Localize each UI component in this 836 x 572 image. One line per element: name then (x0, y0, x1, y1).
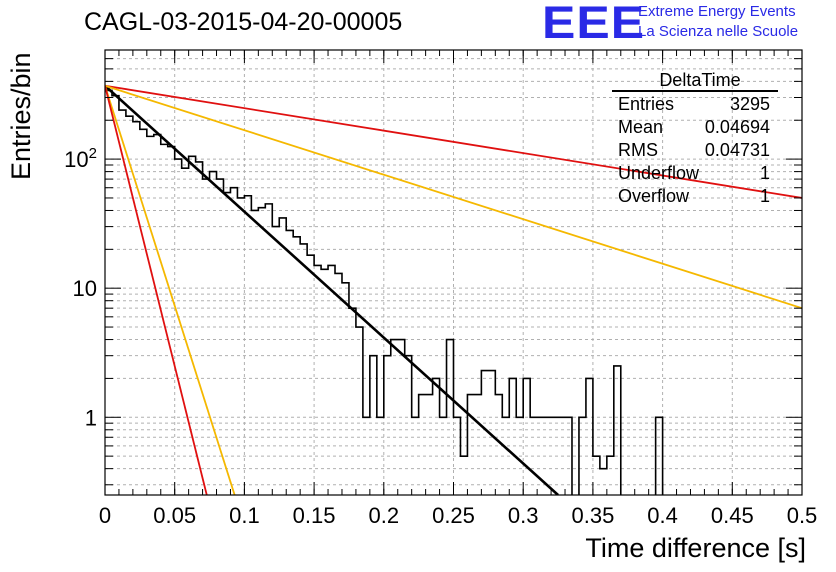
y-tick-label: 10 (73, 276, 97, 301)
x-tick-label: 0.2 (369, 503, 400, 528)
x-tick-label: 0.3 (508, 503, 539, 528)
x-tick-label: 0.45 (711, 503, 754, 528)
stats-row-label: Mean (618, 117, 663, 137)
x-tick-label: 0.5 (787, 503, 818, 528)
fit-line-4 (105, 85, 208, 495)
y-tick-label: 102 (64, 145, 97, 172)
logo-line-2: La Scienza nelle Scuole (638, 23, 799, 40)
stats-row-label: Entries (618, 94, 674, 114)
stats-row-label: Overflow (618, 186, 690, 206)
x-tick-label: 0 (99, 503, 111, 528)
fit-line-2 (105, 84, 802, 310)
x-tick-label: 0.15 (293, 503, 336, 528)
eee-logo: EEE (542, 0, 646, 48)
chart-title: CAGL-03-2015-04-20-00005 (84, 8, 403, 36)
stats-row-value: 1 (760, 186, 770, 206)
stats-row-value: 0.04731 (705, 140, 770, 160)
x-tick-label: 0.25 (432, 503, 475, 528)
stats-row-label: RMS (618, 140, 658, 160)
logo-line-1: Extreme Energy Events (638, 3, 796, 20)
stats-row-value: 1 (760, 163, 770, 183)
x-tick-label: 0.1 (229, 503, 260, 528)
stats-box-title: DeltaTime (659, 70, 740, 90)
histogram-series (105, 89, 664, 495)
stats-row-value: 0.04694 (705, 117, 770, 137)
fit-line-3 (105, 85, 236, 495)
stats-row-label: Underflow (618, 163, 700, 183)
fit-line-0 (105, 84, 559, 495)
x-tick-label: 0.35 (571, 503, 614, 528)
x-axis-label: Time difference [s] (585, 533, 806, 563)
x-tick-label: 0.05 (153, 503, 196, 528)
x-tick-label: 0.4 (647, 503, 678, 528)
stats-row-value: 3295 (730, 94, 770, 114)
fit-line-1 (105, 84, 802, 199)
y-tick-label: 1 (85, 405, 97, 430)
